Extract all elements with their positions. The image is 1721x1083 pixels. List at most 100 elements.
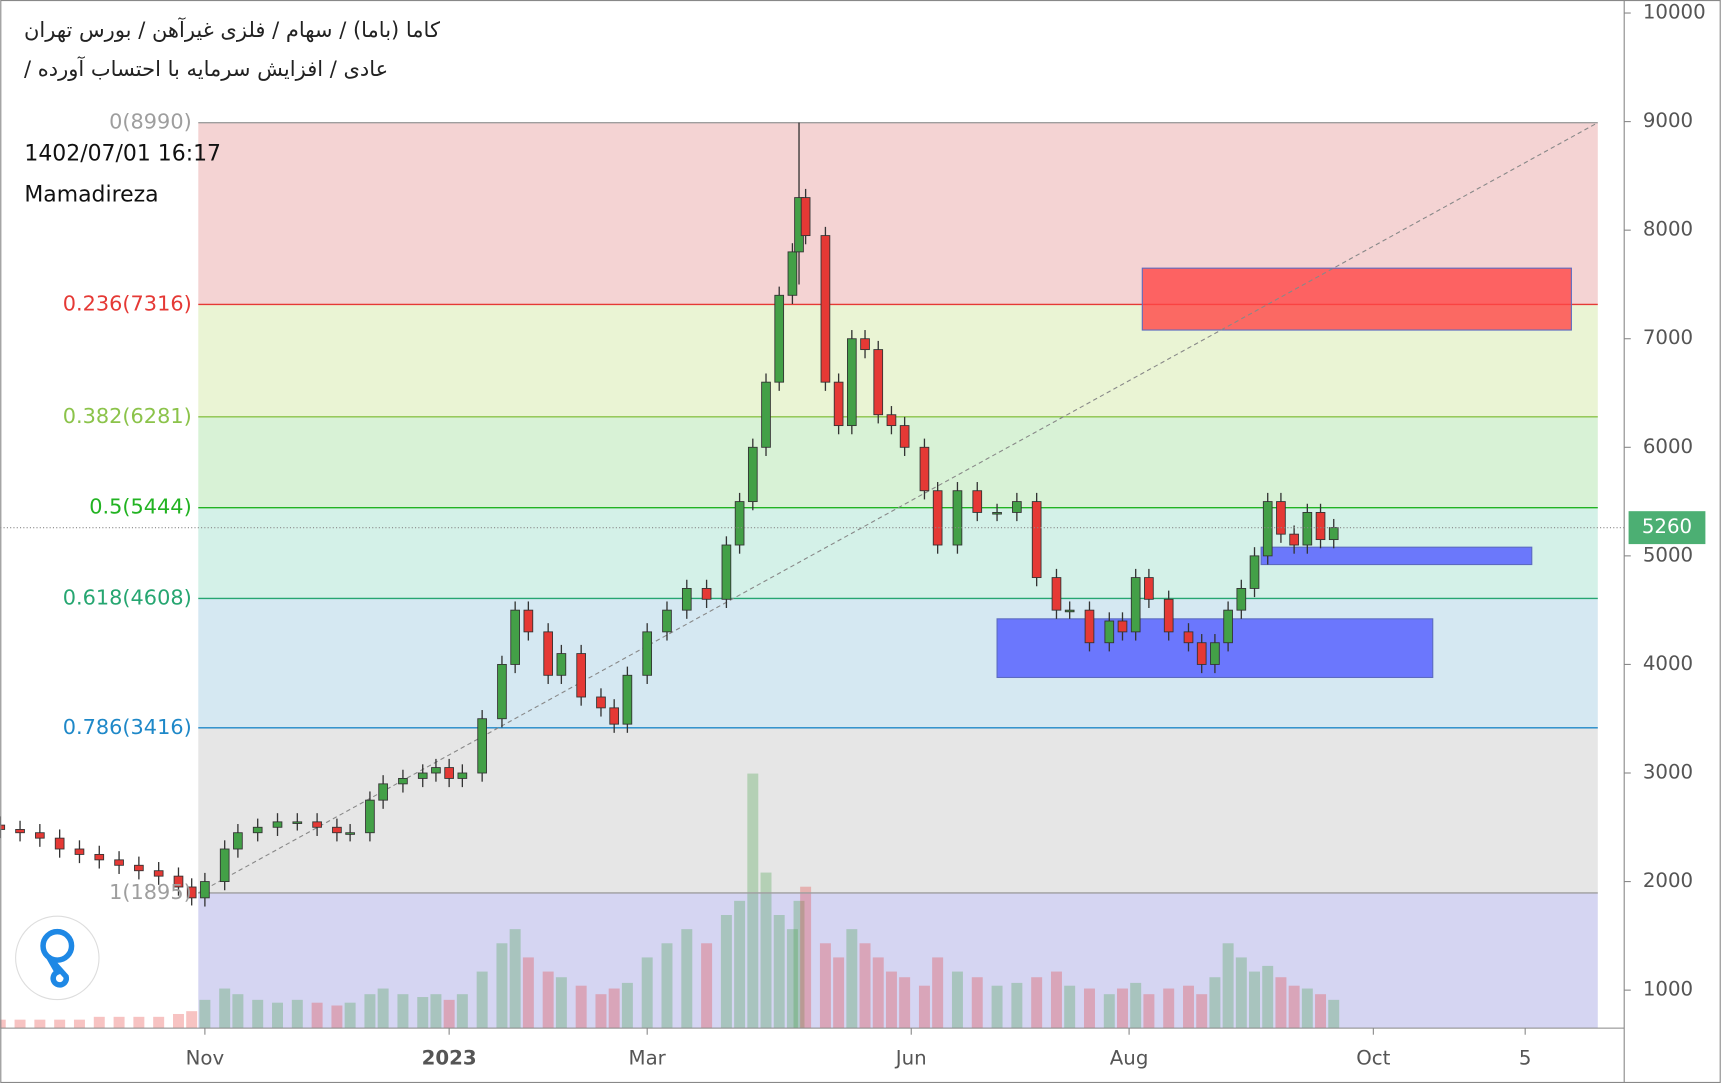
volume-bar	[252, 999, 264, 1029]
candle-body	[1144, 577, 1154, 600]
candle-body	[899, 425, 910, 448]
candle-body	[173, 875, 184, 888]
volume-bar	[555, 977, 567, 1029]
fib-label: 1(1895)	[109, 880, 192, 904]
volume-bar	[595, 994, 607, 1029]
candle-body	[444, 767, 454, 779]
price-tag-label: 5260	[1642, 515, 1692, 538]
x-tick-label: 2023	[422, 1046, 477, 1069]
candle-body	[1130, 577, 1141, 633]
candle-body	[932, 490, 943, 546]
volume-bar	[542, 971, 554, 1029]
y-tick-label: 8000	[1643, 218, 1693, 241]
volume-bar	[1031, 977, 1043, 1029]
candle-body	[747, 446, 758, 503]
volume-bar	[1117, 988, 1128, 1029]
volume-bar	[291, 999, 303, 1029]
candle-body	[252, 826, 263, 834]
annotation: Mamadireza	[24, 182, 158, 207]
volume-bar	[951, 971, 963, 1029]
candle-body	[622, 674, 633, 725]
volume-bar	[397, 994, 409, 1029]
y-tick-label: 6000	[1643, 435, 1693, 458]
volume-bar	[476, 971, 488, 1029]
y-tick-label: 3000	[1643, 761, 1693, 784]
candle-body	[272, 821, 283, 828]
volume-bar	[793, 900, 805, 1029]
volume-bar	[991, 985, 1003, 1029]
fib-band	[198, 892, 1598, 1029]
candle-body	[972, 490, 983, 513]
candle-body	[134, 864, 144, 872]
candle-body	[1031, 501, 1042, 579]
candle-body	[431, 767, 441, 774]
candle-body	[820, 235, 831, 383]
volume-bar	[113, 1016, 125, 1029]
volume-bar	[885, 971, 897, 1029]
candle-body	[734, 501, 745, 546]
candle-body	[761, 381, 771, 448]
volume-bar	[918, 985, 930, 1029]
volume-bar	[331, 1005, 343, 1029]
volume-bar	[186, 1011, 198, 1029]
x-tick-label: Nov	[186, 1046, 225, 1069]
candle-body	[1064, 609, 1075, 613]
candle-body	[1289, 533, 1299, 546]
volume-bar	[859, 943, 871, 1029]
volume-bar	[417, 997, 429, 1029]
volume-bar	[1275, 977, 1287, 1029]
fib-label: 0.236(7316)	[63, 291, 192, 315]
header-line: عادی / افزایش سرمایه با احتساب آورده /	[24, 57, 389, 81]
fib-label: 0.382(6281)	[63, 404, 192, 428]
candle-body	[54, 837, 65, 850]
volume-bar	[608, 988, 620, 1029]
candle-body	[0, 824, 6, 830]
candle-body	[886, 414, 897, 427]
x-tick-label: Oct	[1356, 1046, 1390, 1069]
volume-bar	[344, 1002, 356, 1029]
candle-body	[662, 609, 672, 633]
candle-body	[1012, 501, 1022, 513]
candle-body	[398, 777, 408, 785]
candle-body	[74, 848, 85, 855]
candle-body	[1084, 609, 1095, 644]
volume-bar	[872, 957, 884, 1029]
zone	[1141, 267, 1572, 331]
candle-body	[1051, 577, 1062, 611]
candle-body	[233, 832, 243, 850]
price-tag	[1628, 511, 1706, 545]
volume-bar	[1315, 994, 1327, 1029]
candle-body	[800, 197, 811, 237]
volume-bar	[661, 943, 673, 1029]
volume-bar	[73, 1019, 85, 1029]
candle-body	[609, 707, 620, 725]
zone	[1260, 546, 1533, 566]
candle-body	[1223, 609, 1233, 644]
candle-body	[1104, 620, 1115, 644]
candle-body	[787, 251, 798, 296]
volume-bar	[133, 1016, 145, 1029]
volume-bar	[1196, 994, 1208, 1029]
logo	[15, 915, 100, 1001]
volume-bar	[172, 1013, 184, 1029]
candle-body	[873, 349, 884, 416]
candle-body	[1183, 631, 1194, 644]
volume-bar	[1163, 988, 1175, 1029]
candle-body	[1276, 501, 1286, 535]
candle-body	[497, 663, 507, 720]
volume-bar	[1064, 985, 1076, 1029]
candle-body	[15, 829, 25, 834]
y-tick-label: 7000	[1643, 326, 1693, 349]
candle-body	[457, 772, 468, 779]
volume-bar	[522, 957, 534, 1029]
volume-bar	[734, 900, 746, 1029]
candle-body	[94, 853, 105, 861]
volume-bar	[899, 977, 911, 1029]
volume-bar	[1235, 957, 1247, 1029]
candle-body	[642, 631, 653, 676]
candle-body	[1328, 527, 1339, 541]
x-tick-label: Jun	[894, 1046, 927, 1069]
volume-bar	[773, 914, 785, 1029]
candle-body	[292, 821, 303, 824]
volume-bar	[1083, 988, 1095, 1029]
